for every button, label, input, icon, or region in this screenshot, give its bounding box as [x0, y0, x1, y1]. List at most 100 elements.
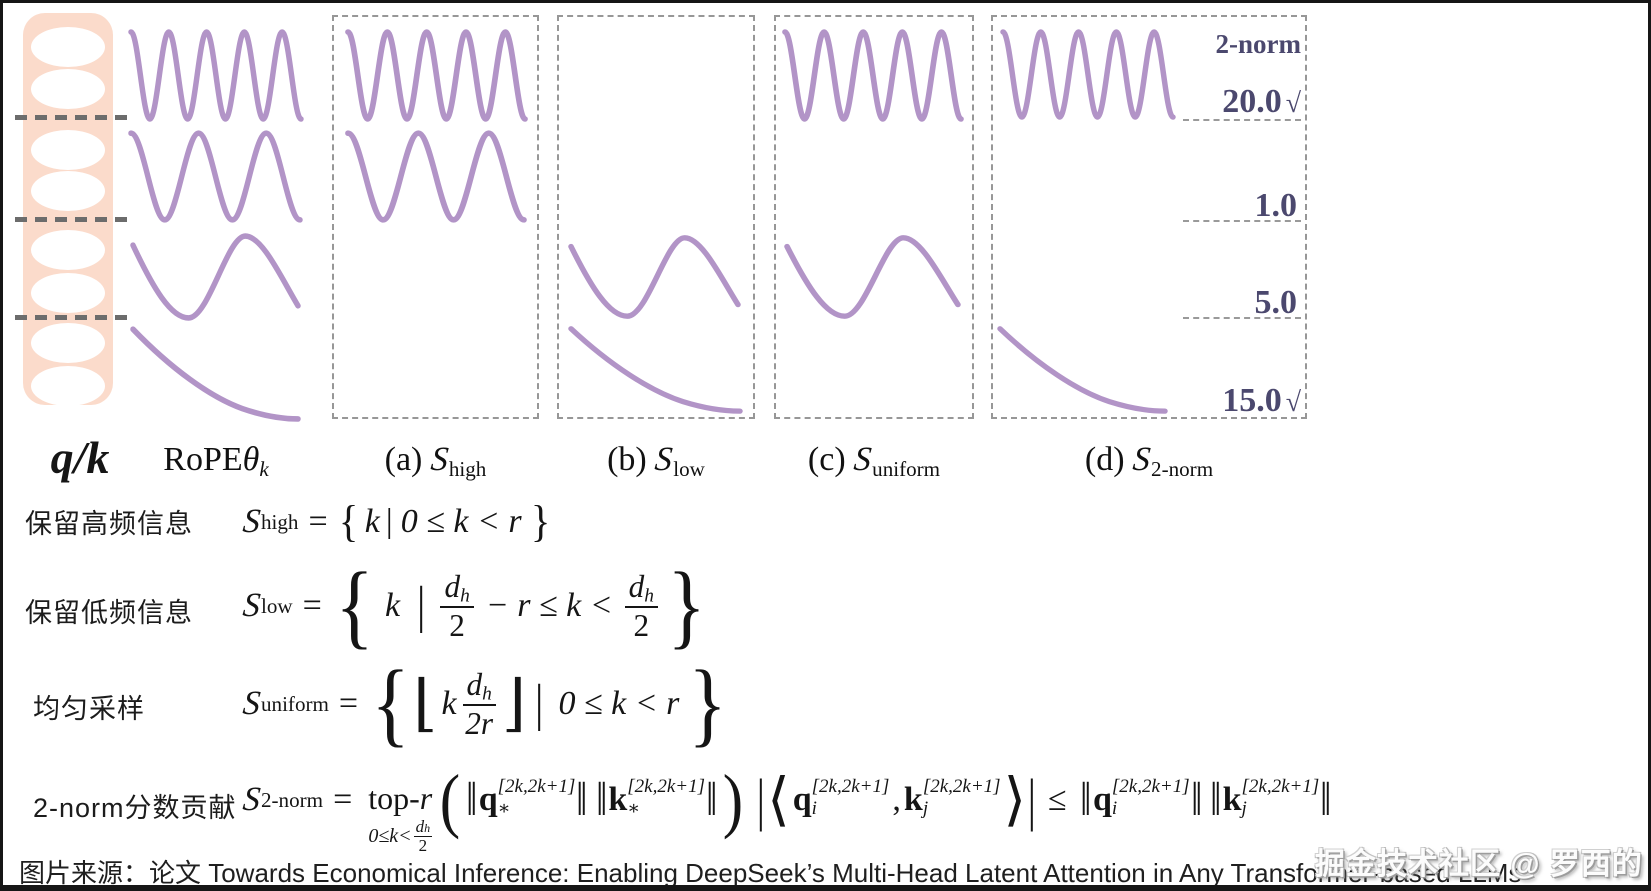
script-s: S — [852, 441, 874, 478]
norm-underline — [1183, 119, 1301, 121]
equals: = — [302, 587, 322, 624]
subscript: uniform — [261, 691, 329, 716]
qk-group-separator — [15, 115, 127, 120]
equals: = — [308, 503, 328, 540]
superscript: [2k,2k+1] — [497, 776, 576, 798]
panel-b-subscript: low — [673, 456, 705, 481]
panel-b-prefix: (b) — [607, 441, 647, 478]
subscript: ∗ — [627, 798, 641, 819]
superscript: [2k,2k+1] — [922, 776, 1001, 798]
leq-sign: ≤ — [1047, 781, 1067, 818]
norm-underline — [1183, 220, 1301, 222]
subscript: j — [1241, 798, 1247, 819]
norm-value-1: 20.0 √ — [1183, 83, 1301, 121]
script-s: S — [1131, 441, 1153, 478]
qk-dim-ellipse — [31, 27, 105, 67]
check-icon — [1297, 192, 1301, 223]
rope-wave-freq3 — [131, 229, 301, 325]
subscript: j — [922, 798, 929, 819]
panel-d-wave-freq1 — [1003, 28, 1173, 121]
left-brace: { — [338, 497, 358, 546]
fraction-dh-2r: dh 2r — [462, 666, 496, 742]
panel-d-wave-freq4 — [998, 323, 1168, 413]
norm-atom-k-star: ‖ k [2k,2k+1] ∗ ‖ — [595, 776, 719, 824]
script-s: S — [428, 441, 450, 478]
top-text: top- — [368, 779, 420, 816]
qk-dim-ellipse — [31, 171, 105, 211]
norm-value-text: 1.0 — [1254, 187, 1298, 224]
frac-den: 2r — [465, 706, 494, 742]
frac-num: d — [466, 666, 483, 702]
caption-rope: RoPEθk — [126, 441, 306, 482]
label-keep-high-freq: 保留高频信息 — [25, 509, 193, 539]
tall-bar: | — [535, 675, 544, 732]
right-floor: ⌋ — [501, 670, 527, 738]
qk-group-separator — [15, 315, 127, 320]
panel-c-subscript: uniform — [872, 456, 941, 481]
qk-dim-ellipse — [31, 273, 105, 313]
panel-c-s-uniform — [774, 15, 974, 419]
double-bar: ‖ — [1320, 773, 1332, 826]
top-r-operator: top-r 0≤k< dh 2 — [368, 782, 432, 855]
check-icon — [1297, 289, 1301, 320]
condition: 0 ≤ k < r — [400, 503, 522, 540]
abs-bar: | — [757, 767, 766, 832]
superscript: [2k,2k+1] — [1111, 776, 1190, 798]
panel-c-wave-freq3 — [785, 231, 961, 323]
vector-k: k — [903, 781, 923, 818]
norm-atom-k-j: ‖ k [2k,2k+1] j ‖ — [1209, 776, 1333, 824]
panel-b-s-low — [557, 15, 755, 419]
big-left-paren: ( — [440, 760, 461, 840]
rope-wave-freq2 — [131, 127, 301, 225]
big-right-paren: ) — [723, 760, 744, 840]
qk-dim-ellipse — [31, 230, 105, 270]
panel-d-subscript: 2-norm — [1151, 456, 1214, 481]
panel-a-wave-freq2 — [348, 127, 525, 225]
panel-a-wave-freq1 — [348, 28, 525, 123]
panel-d-prefix: (d) — [1084, 441, 1125, 478]
comma: , — [892, 781, 901, 818]
frac-num-sub: h — [482, 682, 492, 704]
qk-group-separator — [15, 217, 127, 222]
check-icon: √ — [1285, 387, 1301, 418]
formula-s-2norm: S 2-norm = top-r 0≤k< dh 2 ( ‖ q [2k,2k+1] ∗ ‖ … — [241, 759, 1336, 854]
mini-frac-den: 2 — [418, 835, 428, 855]
vector-q: q — [478, 781, 498, 818]
fraction-dh-2: dh 2 — [440, 569, 474, 644]
script-s: S — [653, 441, 675, 478]
frac-num: d — [628, 568, 645, 604]
qk-vector-block — [23, 13, 113, 406]
panel-b-wave-freq4 — [569, 323, 743, 413]
image-source-caption: 图片来源：论文 Towards Economical Inference: En… — [19, 858, 1522, 888]
qk-dim-ellipse — [31, 366, 105, 406]
double-bar: ‖ — [1210, 773, 1222, 826]
script-s: S — [241, 685, 262, 722]
norm-underline — [1183, 317, 1301, 319]
big-right-brace: } — [688, 651, 728, 756]
vector-q: q — [792, 781, 812, 818]
double-bar: ‖ — [466, 773, 478, 826]
equals: = — [338, 685, 359, 722]
label-uniform-sampling: 均匀采样 — [33, 694, 145, 724]
theta-subscript: k — [259, 456, 269, 481]
frac-num-sub: h — [460, 584, 470, 606]
qk-dim-ellipse — [31, 323, 105, 363]
norm-value-text: 15.0 — [1222, 382, 1282, 419]
label-keep-low-freq: 保留低频信息 — [25, 598, 193, 628]
panel-d-s-2norm — [991, 15, 1307, 419]
subscript: 2-norm — [261, 787, 324, 812]
qk-dim-ellipse — [31, 130, 105, 170]
inner-k-j: k [2k,2k+1] j — [903, 776, 1001, 822]
norm-axis-title: 2-norm — [1215, 29, 1301, 59]
caption-qk: q/k — [50, 432, 110, 483]
range-middle: − r ≤ k < — [485, 587, 613, 624]
rope-wave-freq1 — [131, 28, 301, 123]
var-k: k — [384, 587, 401, 624]
right-angle: ⟩ — [1003, 767, 1027, 832]
frac-num-sub: h — [644, 584, 654, 606]
top-r-var: r — [419, 779, 433, 816]
abs-bar: | — [1027, 767, 1037, 832]
norm-atom-q-star: ‖ q [2k,2k+1] ∗ ‖ — [465, 776, 589, 824]
subscript: i — [811, 798, 817, 819]
